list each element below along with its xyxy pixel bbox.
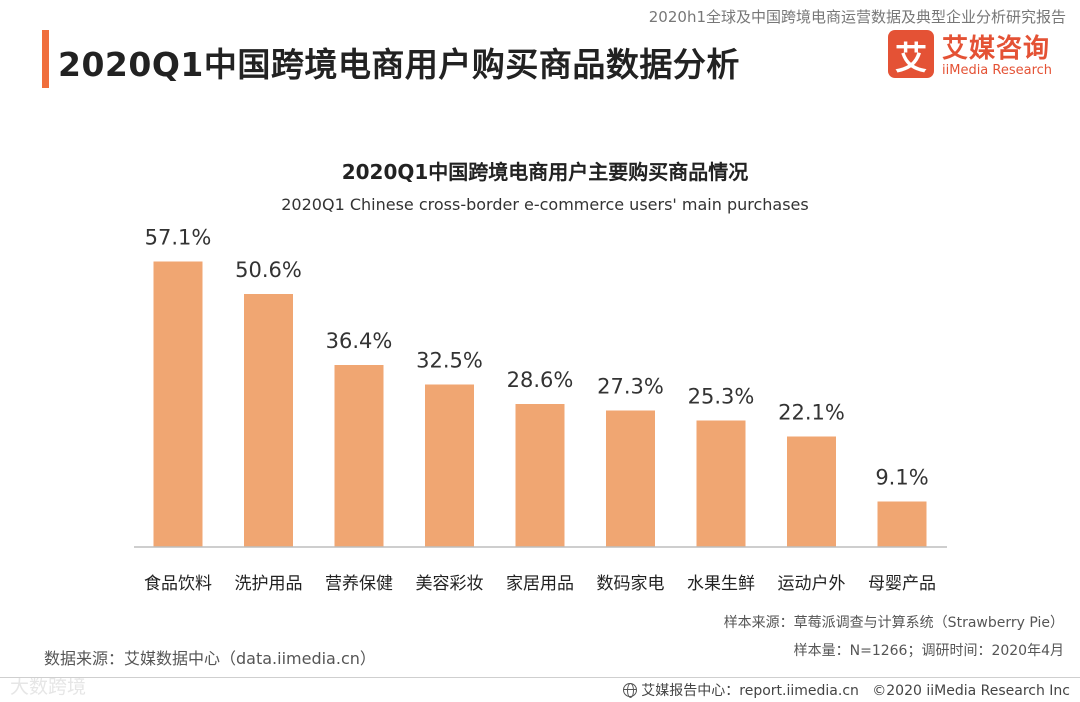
chart-title: 2020Q1中国跨境电商用户主要购买商品情况 [341,160,749,184]
category-label-4: 美容彩妆 [416,574,484,594]
category-label-2: 洗护用品 [235,574,303,594]
bar-6 [606,410,655,547]
globe-icon [623,683,638,698]
category-label-7: 水果生鲜 [687,574,755,594]
category-label-8: 运动户外 [778,574,846,594]
data-label-9: 9.1% [875,466,928,490]
sample-source-note: 样本来源：草莓派调查与计算系统（Strawberry Pie） [723,615,1064,631]
data-label-3: 36.4% [326,329,393,353]
category-label-1: 食品饮料 [144,574,212,594]
data-label-1: 57.1% [145,226,212,250]
logo-name-cn: 艾媒咨询 [942,34,1051,64]
logo-mark-icon: 艾 [888,30,934,78]
logo-mark-char: 艾 [894,39,927,77]
logo-name-en: iiMedia Research [942,63,1053,78]
page-title: 2020Q1中国跨境电商用户购买商品数据分析 [58,45,740,84]
bar-1 [153,261,203,547]
category-label-3: 营养保健 [325,574,393,594]
bar-4 [425,384,474,547]
watermark: 大数跨境 [10,676,87,698]
category-label-5: 家居用品 [506,574,574,594]
iimedia-logo: 艾 艾媒咨询 iiMedia Research [888,30,1068,82]
title-accent-bar [42,30,49,88]
report-center-link[interactable]: 艾媒报告中心：report.iimedia.cn [641,683,859,699]
data-label-2: 50.6% [235,258,302,282]
data-label-8: 22.1% [778,401,845,425]
data-label-5: 28.6% [507,368,574,392]
data-source-note: 数据来源：艾媒数据中心（data.iimedia.cn） [44,649,376,668]
chart-subtitle: 2020Q1 Chinese cross-border e-commerce u… [281,195,809,214]
sample-size-note: 样本量：N=1266；调研时间：2020年4月 [793,643,1064,659]
bar-3 [334,365,384,547]
footer-credits: 艾媒报告中心：report.iimedia.cn ©2020 iiMedia R… [623,680,1070,700]
bar-8 [787,436,836,547]
bar-9 [877,501,927,547]
data-label-6: 27.3% [597,375,664,399]
copyright: ©2020 iiMedia Research Inc [872,683,1070,699]
data-label-4: 32.5% [416,349,483,373]
footer-divider [0,677,1080,678]
report-title: 2020h1全球及中国跨境电商运营数据及典型企业分析研究报告 [648,8,1066,26]
category-label-6: 数码家电 [597,574,665,594]
bar-7 [696,420,746,547]
category-label-9: 母婴产品 [868,574,936,594]
bar-2 [244,294,293,547]
bar-5 [515,404,565,547]
data-label-7: 25.3% [688,385,755,409]
